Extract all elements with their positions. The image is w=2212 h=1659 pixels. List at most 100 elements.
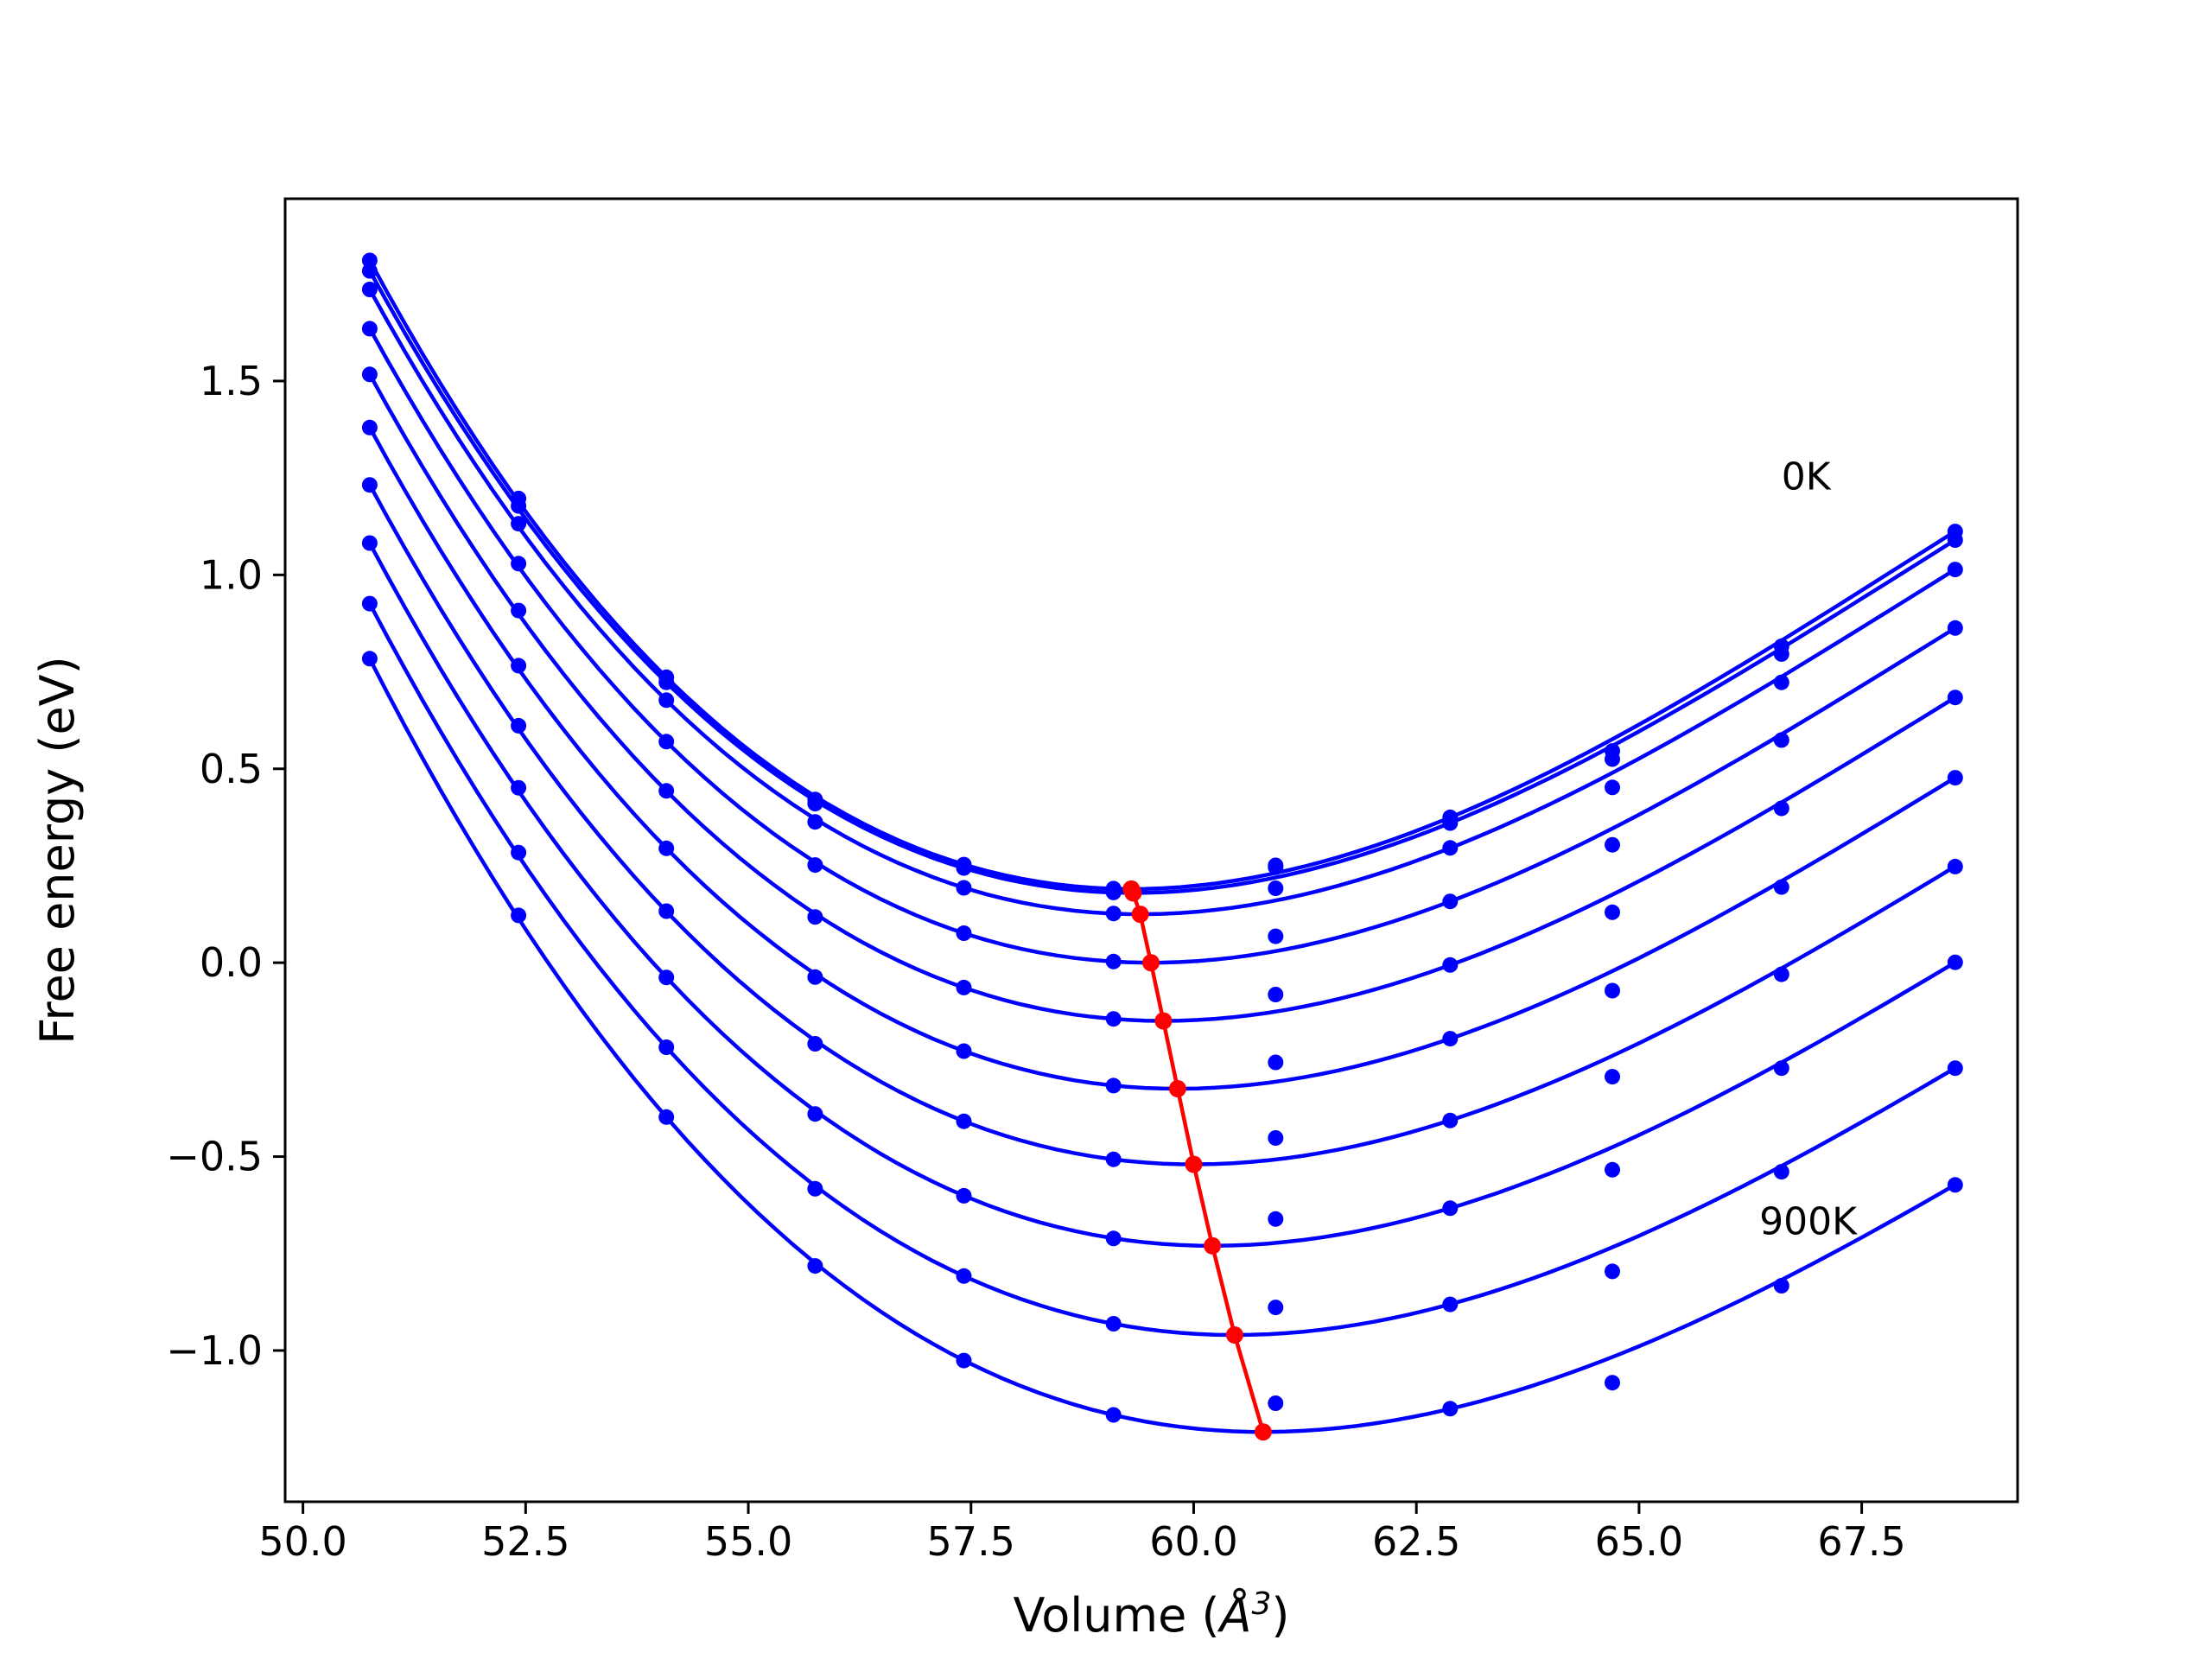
x-axis-tick-label: 67.5	[1817, 1518, 1905, 1565]
data-points-400K	[361, 366, 1963, 1027]
data-point	[1605, 1263, 1620, 1280]
data-point	[1105, 1151, 1122, 1167]
data-point	[658, 969, 675, 986]
data-point	[956, 860, 972, 876]
data-point	[658, 1039, 675, 1055]
data-point	[1773, 732, 1789, 748]
curve-0K	[367, 258, 1958, 892]
data-point	[1605, 904, 1620, 920]
curve-700K	[367, 541, 1958, 1249]
data-point	[956, 1268, 972, 1284]
curve-600K	[367, 482, 1958, 1166]
curve-300K	[367, 326, 1958, 965]
data-point	[658, 674, 675, 690]
data-point	[1105, 1316, 1122, 1332]
equilibrium-point	[1142, 954, 1160, 972]
curve-500K	[367, 425, 1958, 1091]
data-points-800K	[361, 595, 1963, 1332]
data-point	[658, 1109, 675, 1125]
data-point	[1442, 815, 1459, 831]
data-point	[1105, 1407, 1122, 1423]
x-axis-tick-label: 50.0	[258, 1518, 346, 1565]
data-points-300K	[361, 321, 1963, 969]
data-point	[1268, 880, 1284, 896]
data-point	[1105, 1011, 1122, 1027]
data-point	[1605, 836, 1620, 853]
data-point	[956, 1113, 972, 1129]
data-point	[956, 979, 972, 995]
data-point	[658, 840, 675, 856]
x-axis-tick-label: 62.5	[1372, 1518, 1460, 1565]
data-point	[511, 516, 527, 532]
data-point	[361, 477, 378, 493]
data-point	[1268, 1300, 1284, 1316]
data-points-900K	[361, 651, 1963, 1423]
data-point	[511, 602, 527, 619]
data-point	[1947, 562, 1963, 578]
data-points-100K	[361, 263, 1963, 900]
equilibrium-point	[1168, 1080, 1186, 1097]
data-point	[1605, 1375, 1620, 1391]
y-axis-tick-label: 1.0	[200, 551, 263, 598]
data-point	[1605, 982, 1620, 999]
data-point	[1773, 1278, 1789, 1294]
data-point	[1105, 906, 1122, 922]
equilibrium-point	[1204, 1236, 1222, 1255]
x-axis-tick-label: 52.5	[481, 1518, 569, 1565]
data-point	[1105, 1230, 1122, 1247]
equilibrium-point	[1225, 1326, 1243, 1344]
data-point	[658, 903, 675, 919]
data-point	[1605, 751, 1620, 767]
data-point	[1773, 674, 1789, 690]
data-point	[807, 796, 823, 812]
plot-border	[283, 197, 2019, 1503]
data-point	[1947, 954, 1963, 970]
data-point	[956, 1352, 972, 1369]
data-point	[807, 909, 823, 925]
data-points-500K	[361, 419, 1963, 1094]
data-point	[511, 779, 527, 796]
equilibrium-volume-line	[1129, 887, 1266, 1434]
data-point	[361, 651, 378, 667]
data-point	[1605, 1069, 1620, 1085]
data-point	[1268, 1395, 1284, 1411]
data-point	[361, 263, 378, 279]
equilibrium-point	[1131, 906, 1149, 924]
data-point	[807, 814, 823, 830]
data-point	[1947, 532, 1963, 548]
data-point	[1773, 800, 1789, 817]
x-axis-tick-label: 60.0	[1149, 1518, 1237, 1565]
data-point	[1773, 1060, 1789, 1077]
data-point	[1442, 1200, 1459, 1217]
data-point	[956, 1187, 972, 1204]
data-point	[1268, 1054, 1284, 1071]
data-point	[1773, 645, 1789, 662]
data-point	[1442, 1112, 1459, 1128]
curve-800K	[367, 601, 1958, 1338]
data-point	[1947, 1177, 1963, 1193]
equilibrium-point	[1254, 1423, 1272, 1441]
data-point	[956, 880, 972, 896]
data-point	[956, 1043, 972, 1059]
data-point	[1268, 1130, 1284, 1146]
data-point	[1947, 620, 1963, 636]
annotation-900K: 900K	[1759, 1199, 1858, 1243]
data-point	[658, 734, 675, 750]
curve-400K	[367, 372, 1958, 1023]
y-axis-tick-label: 0.0	[200, 939, 263, 986]
curve-900K	[367, 657, 1958, 1434]
x-axis-tick-label: 57.5	[927, 1518, 1015, 1565]
y-axis-tick-label: −1.0	[166, 1327, 263, 1374]
data-point	[1605, 1161, 1620, 1178]
data-point	[1605, 779, 1620, 796]
data-point	[1442, 1296, 1459, 1313]
data-point	[511, 907, 527, 924]
data-point	[1442, 840, 1459, 856]
data-point	[658, 692, 675, 709]
data-point	[1442, 957, 1459, 973]
data-point	[511, 844, 527, 861]
data-point	[1442, 1031, 1459, 1047]
data-point	[1268, 987, 1284, 1002]
